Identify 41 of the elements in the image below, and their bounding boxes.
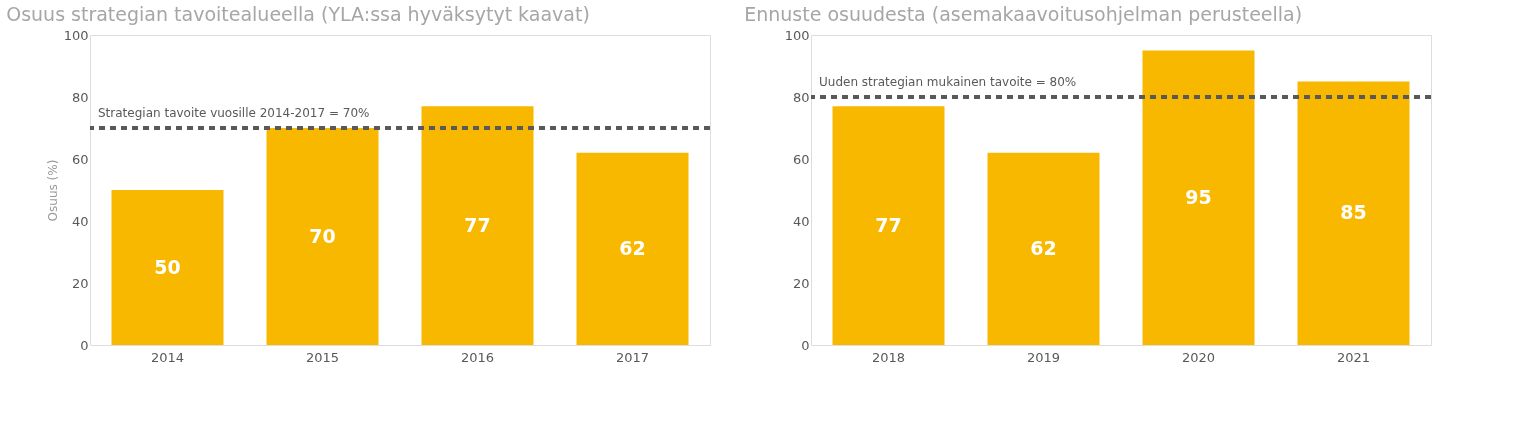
y-tick-label: 60 xyxy=(792,151,810,167)
ref-line-label: Uuden strategian mukainen tavoite = 80% xyxy=(819,75,1077,89)
y-tick-label: 60 xyxy=(71,151,89,167)
x-tick-label: 2020 xyxy=(1181,349,1216,365)
x-tick-label: 2021 xyxy=(1336,349,1371,365)
x-tick-label: 2015 xyxy=(305,349,340,365)
y-tick-label: 80 xyxy=(792,89,810,105)
y-tick-label: 100 xyxy=(784,27,810,43)
data-label: 70 xyxy=(309,224,336,247)
chart-title: Ennuste osuudesta (asemakaavoitusohjelman perusteella) xyxy=(744,3,1303,25)
chart-title: Osuus strategian tavoitealueella (YLA:ssa hyväksytyt kaavat) xyxy=(6,3,590,25)
data-label: 77 xyxy=(875,213,902,236)
data-label: 95 xyxy=(1185,185,1212,208)
ref-line-label: Strategian tavoite vuosille 2014-2017 = 70% xyxy=(98,106,370,120)
x-tick-label: 2018 xyxy=(871,349,906,365)
x-tick-label: 2014 xyxy=(150,349,185,365)
bar xyxy=(421,106,534,345)
x-tick-label: 2016 xyxy=(460,349,495,365)
y-tick-label: 20 xyxy=(792,275,810,291)
y-tick-label: 0 xyxy=(801,337,810,353)
data-label: 62 xyxy=(619,236,646,259)
y-tick-label: 40 xyxy=(71,213,89,229)
data-label: 77 xyxy=(464,213,491,236)
y-tick-label: 20 xyxy=(71,275,89,291)
y-tick-label: 80 xyxy=(71,89,89,105)
bar xyxy=(266,128,379,345)
bar xyxy=(1142,50,1255,345)
y-axis-title: Osuus (%) xyxy=(45,159,60,222)
bar xyxy=(987,152,1100,345)
bar xyxy=(576,152,689,345)
bar xyxy=(1297,81,1410,345)
y-tick-label: 40 xyxy=(792,213,810,229)
bar xyxy=(832,106,945,345)
y-tick-label: 100 xyxy=(63,27,89,43)
y-tick-label: 0 xyxy=(80,337,89,353)
x-tick-label: 2019 xyxy=(1026,349,1061,365)
data-label: 85 xyxy=(1340,201,1367,224)
data-label: 62 xyxy=(1030,236,1057,259)
bar xyxy=(111,190,224,345)
x-tick-label: 2017 xyxy=(615,349,650,365)
data-label: 50 xyxy=(154,255,181,278)
